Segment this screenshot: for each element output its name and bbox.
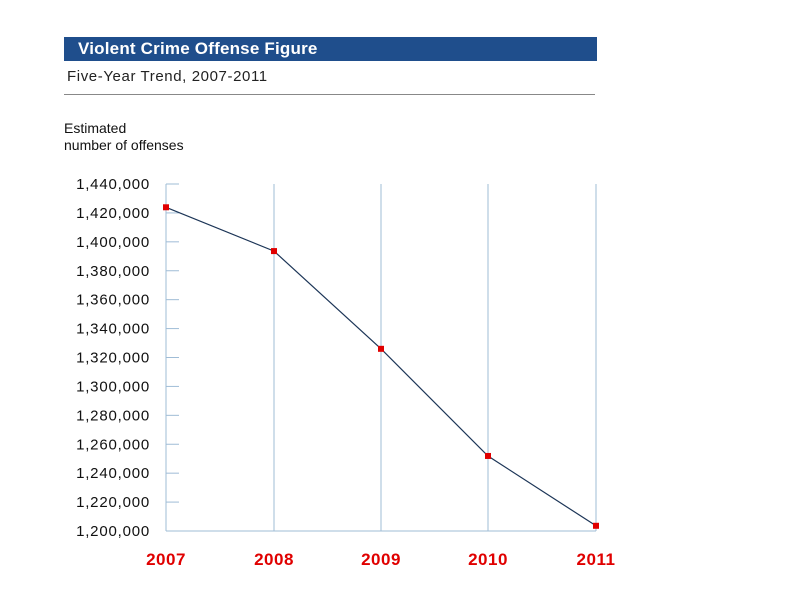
y-tick-label: 1,220,000: [76, 494, 150, 511]
x-tick-label-2007: 2007: [146, 550, 186, 569]
y-tick-label: 1,440,000: [76, 176, 150, 193]
x-tick-label-2010: 2010: [468, 550, 508, 569]
y-tick-label: 1,280,000: [76, 407, 150, 424]
y-tick-label: 1,260,000: [76, 436, 150, 453]
subtitle-divider: [64, 94, 595, 95]
y-tick-label: 1,420,000: [76, 205, 150, 222]
x-tick-label-2011: 2011: [577, 550, 616, 569]
data-point-2009: [378, 345, 384, 352]
y-tick-label: 1,360,000: [76, 292, 150, 309]
chart-subtitle: Five-Year Trend, 2007-2011: [67, 68, 268, 85]
x-tick-label-2009: 2009: [361, 550, 401, 569]
data-point-2011: [593, 522, 599, 529]
y-axis-label-line-1: Estimated: [64, 120, 127, 136]
data-point-2010: [485, 452, 491, 459]
y-tick-label: 1,340,000: [76, 321, 150, 338]
chart-title: Violent Crime Offense Figure: [64, 37, 597, 61]
y-axis-label-line-2: number of offenses: [64, 137, 184, 153]
y-tick-label: 1,200,000: [76, 523, 150, 540]
x-tick-label-2008: 2008: [254, 550, 294, 569]
y-tick-label: 1,320,000: [76, 350, 150, 367]
y-tick-label: 1,240,000: [76, 465, 150, 482]
y-tick-label: 1,380,000: [76, 263, 150, 280]
y-axis-label: Estimated number of offenses: [64, 120, 224, 154]
y-tick-label: 1,300,000: [76, 378, 150, 395]
data-point-2007: [163, 204, 169, 211]
y-tick-label: 1,400,000: [76, 234, 150, 251]
data-point-2008: [271, 248, 277, 255]
